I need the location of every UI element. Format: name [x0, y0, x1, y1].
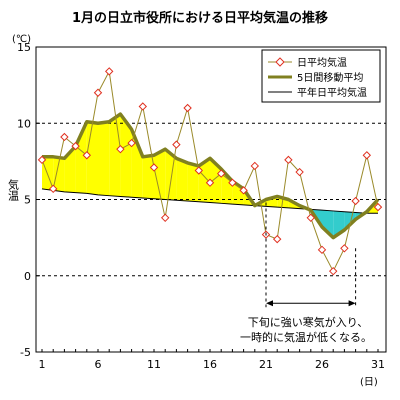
annotation: 下旬に強い寒気が入り、 一時的に気温が低くなる。 [240, 202, 372, 344]
data-point-marker [295, 167, 304, 177]
data-point-marker [160, 213, 170, 223]
data-point-marker [138, 102, 148, 111]
fill-above-normal [154, 149, 166, 200]
annotation-arrow-left [266, 300, 273, 307]
data-point-marker [317, 245, 327, 255]
x-tick-label: 16 [203, 358, 217, 371]
series-line-normal [41, 188, 378, 214]
y-tick-label: 5 [24, 194, 31, 207]
data-point-marker [127, 138, 136, 148]
data-point-marker [183, 103, 192, 113]
data-point-marker [104, 67, 114, 76]
legend-label-daily: 日平均気温 [297, 56, 347, 69]
annotation-line-2: 一時的に気温が低くなる。 [240, 330, 372, 344]
fill-above-normal [75, 121, 87, 194]
data-point-marker [149, 163, 159, 172]
annotation-arrow-right [348, 300, 356, 307]
x-tick-label: 6 [95, 358, 102, 371]
y-ticks: -5 0 5 10 15 [17, 41, 40, 359]
fill-above-normal [221, 169, 233, 205]
fill-above-normal [187, 162, 199, 202]
data-point-marker [60, 132, 69, 142]
data-point-marker [116, 144, 125, 154]
legend-label-moving-avg: 5日間移動平均 [297, 71, 363, 84]
x-unit-label: (日) [360, 377, 378, 388]
data-point-marker [194, 166, 204, 175]
data-point-marker [93, 88, 103, 97]
data-point-marker [328, 266, 338, 276]
legend-label-normal: 平年日平均気温 [297, 86, 367, 99]
annotation-line-1: 下旬に強い寒気が入り、 [248, 315, 369, 329]
data-point-marker [373, 202, 383, 212]
data-point-marker [284, 155, 293, 165]
data-point-marker [172, 140, 181, 149]
y-axis-label-group: 気温 [7, 178, 20, 201]
y-tick-label: 15 [17, 41, 31, 54]
legend-marker-daily [275, 57, 285, 67]
fill-above-normal [142, 155, 154, 199]
data-point-marker [37, 155, 47, 165]
fill-above-normal [53, 156, 65, 192]
fill-above-normal [131, 129, 143, 198]
data-point-marker [239, 186, 248, 195]
x-tick-label: 31 [371, 358, 385, 371]
data-point-marker [272, 234, 282, 244]
data-point-marker [250, 161, 260, 171]
series-line-moving-avg [42, 112, 380, 240]
data-point-marker [340, 244, 349, 253]
fill-above-normal [176, 158, 188, 202]
fill-above-normal [109, 114, 121, 197]
chart-title: 1月の日立市役所における日平均気温の推移 [72, 10, 328, 26]
fill-below-normal [322, 210, 334, 238]
data-point-marker [362, 151, 372, 160]
fill-above-normal [210, 158, 222, 204]
y-tick-label: -5 [20, 346, 31, 359]
series-markers [37, 67, 383, 276]
y-tick-label: 10 [17, 117, 31, 130]
y-axis-label: 気温 [7, 178, 20, 201]
x-ticks: 1 6 11 16 21 26 31 [39, 349, 385, 371]
data-point-marker [205, 178, 215, 187]
y-unit-label: (℃) [12, 34, 31, 45]
y-tick-label: 0 [24, 270, 31, 283]
data-point-marker [48, 184, 58, 194]
x-tick-label: 26 [315, 358, 329, 371]
data-point-marker [351, 196, 360, 206]
fill-above-normal [120, 114, 132, 198]
legend: 日平均気温 5日間移動平均 平年日平均気温 [261, 49, 381, 103]
x-tick-label: 1 [39, 358, 46, 371]
fill-areas [42, 114, 378, 238]
data-point-marker [228, 178, 237, 187]
data-point-marker [216, 169, 226, 178]
fill-above-normal [86, 121, 98, 195]
data-point-marker [82, 151, 92, 160]
gridlines [36, 122, 386, 277]
data-point-marker [306, 213, 316, 223]
x-tick-label: 11 [147, 358, 161, 371]
fill-above-normal [98, 121, 110, 196]
x-tick-label: 21 [259, 358, 273, 371]
data-point-marker [71, 141, 80, 151]
